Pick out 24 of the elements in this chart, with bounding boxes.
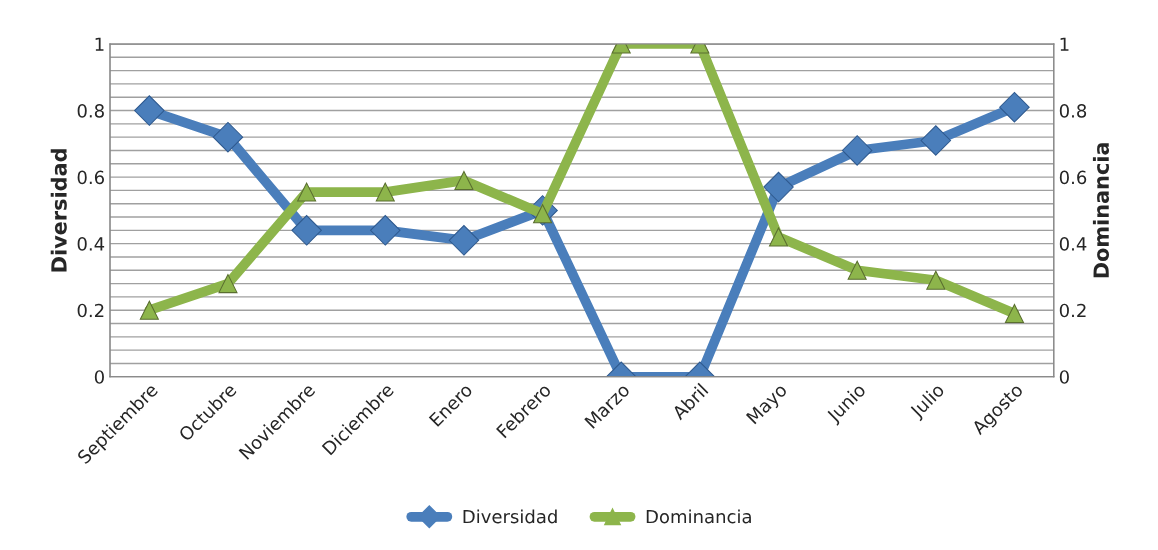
y2-tick-label: 0.4 <box>1059 237 1087 251</box>
y2-tick-label: 0.6 <box>1059 170 1087 185</box>
y2-axis-title: Dominancia <box>1092 143 1110 278</box>
y2-tick-label: 0.8 <box>1059 104 1087 118</box>
y-tick-label: 0.8 <box>77 104 104 118</box>
y-tick-label: 0.4 <box>77 237 105 251</box>
point <box>218 274 238 294</box>
point <box>926 270 946 290</box>
point <box>139 300 159 320</box>
legend-label: Dominancia <box>646 509 751 524</box>
point <box>297 182 317 202</box>
point <box>847 260 867 280</box>
y-axis-title: Diversidad <box>50 149 67 272</box>
y-tick-label: 0.2 <box>77 303 104 318</box>
y2-tick-label: 0.2 <box>1059 303 1086 318</box>
point <box>768 227 789 247</box>
y2-tick-label: 1 <box>1060 37 1069 51</box>
point <box>1004 303 1024 324</box>
y-tick-label: 0 <box>94 370 104 384</box>
y-tick-label: 0.6 <box>77 170 105 185</box>
legend-label: Diversidad <box>463 509 557 524</box>
point <box>375 182 395 202</box>
y2-tick-label: 0 <box>1059 370 1069 384</box>
y-tick-label: 1 <box>95 37 104 51</box>
